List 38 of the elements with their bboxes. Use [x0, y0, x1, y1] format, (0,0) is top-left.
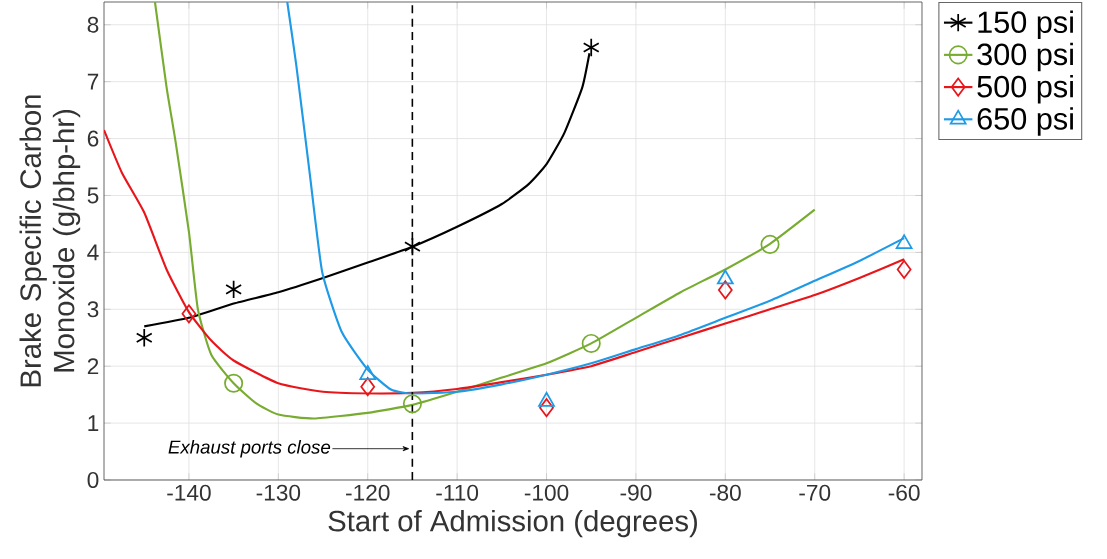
x-tick-label: -90 — [620, 484, 652, 501]
x-tick-label: -70 — [799, 484, 831, 501]
legend-label: 150 psi — [978, 10, 1073, 40]
legend-label: 500 psi — [977, 74, 1073, 104]
y-tick-label: 2 — [87, 358, 99, 375]
point — [181, 304, 197, 324]
x-tick-label: -110 — [436, 484, 479, 501]
y-tick-label: 3 — [87, 301, 99, 318]
point — [581, 333, 601, 353]
y-tick-label: 0 — [87, 471, 99, 489]
y-tick-label: 4 — [87, 244, 99, 261]
point — [716, 269, 734, 285]
y-tick-label: 7 — [87, 73, 99, 90]
point — [225, 279, 243, 299]
point — [760, 234, 780, 254]
legend-label: 300 psi — [977, 42, 1073, 72]
point — [404, 237, 421, 257]
point — [135, 328, 153, 348]
point — [717, 280, 733, 300]
point — [224, 373, 244, 393]
y-axis-title: Brake Specific Carbon Monoxide (g/bhp-hr) — [19, 95, 81, 387]
y-tick-label: 1 — [88, 415, 99, 431]
legend-label: 650 psi — [977, 107, 1073, 136]
x-tick-label: -80 — [709, 484, 741, 501]
point — [360, 377, 376, 397]
x-axis-title: Start of Admission (degrees) — [328, 509, 697, 538]
line-series — [153, 2, 816, 420]
ref-line-label: Exhaust ports close — [168, 439, 331, 458]
y-tick-label: 5 — [87, 187, 99, 204]
point — [402, 394, 422, 414]
y-tick-label: 6 — [87, 130, 99, 147]
x-tick-label: -140 — [167, 484, 211, 501]
point — [539, 398, 554, 418]
x-tick-label: -120 — [346, 484, 390, 501]
x-tick-label: -100 — [524, 484, 569, 501]
x-tick-label: -130 — [256, 484, 301, 501]
x-tick-label: -60 — [888, 484, 920, 501]
y-tick-label: 8 — [87, 16, 99, 33]
